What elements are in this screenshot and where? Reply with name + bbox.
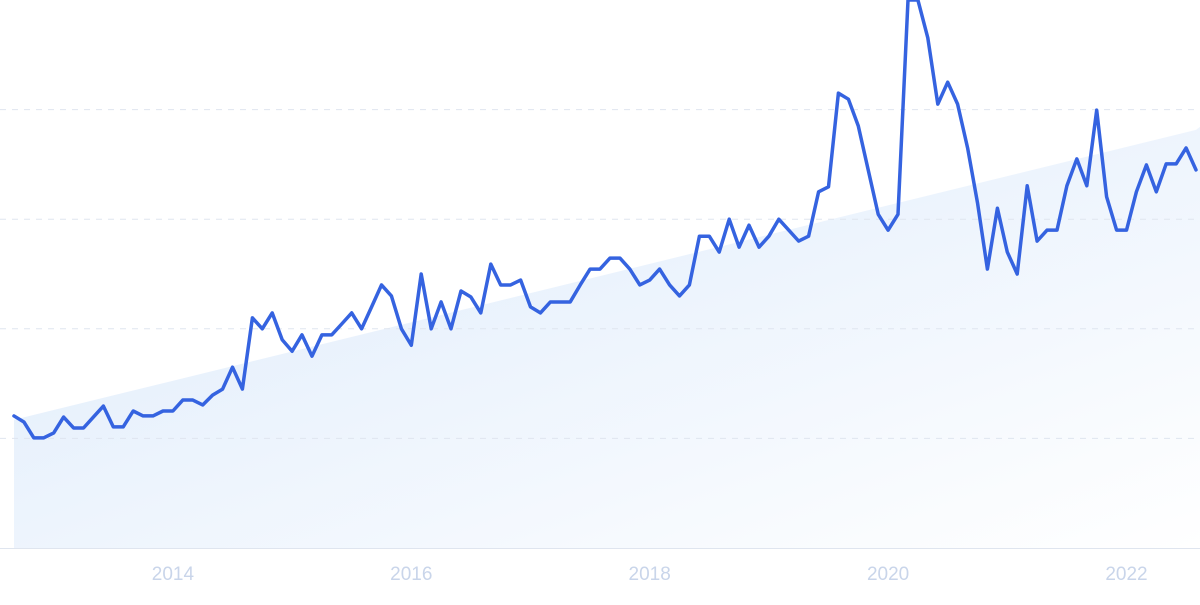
x-tick-label: 2014 (152, 564, 195, 585)
x-tick-label: 2018 (629, 564, 671, 585)
x-tick-label: 2016 (390, 564, 432, 585)
x-tick-label: 2022 (1105, 564, 1147, 585)
trend-line (12, 0, 1198, 440)
x-tick-label: 2020 (867, 564, 909, 585)
trend-area (14, 126, 1200, 548)
